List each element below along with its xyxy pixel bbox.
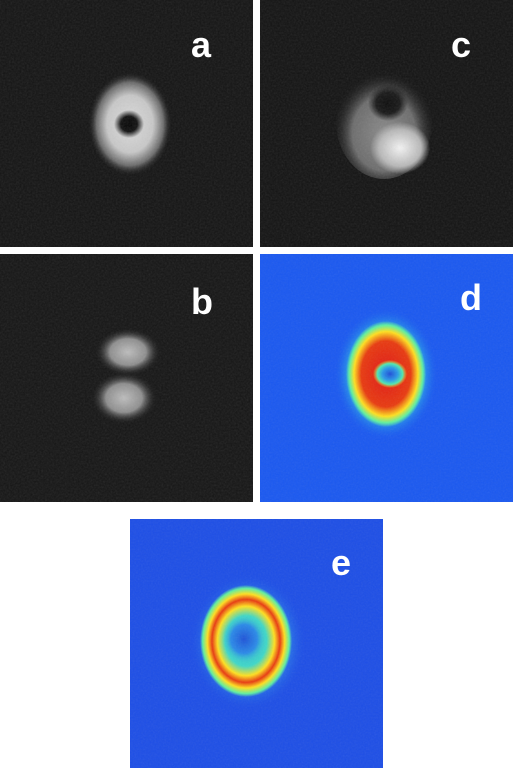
panel-a-label: a — [191, 24, 212, 65]
panel-b-image: b — [0, 254, 253, 502]
panel-c-label: c — [451, 24, 472, 65]
panel-d-label: d — [460, 277, 482, 318]
panel-c-image: c — [260, 0, 513, 247]
panel-e-label: e — [331, 542, 352, 583]
panel-e-false-color-ring — [130, 519, 383, 768]
panel-e-image: e — [130, 519, 383, 768]
panel-d-false-color-donut — [260, 254, 513, 502]
panel-d-image: d — [260, 254, 513, 502]
panel-b-two-lobe-beam — [0, 254, 253, 502]
panel-b-label: b — [191, 281, 213, 322]
panel-a-donut-beam — [0, 0, 253, 247]
panel-a-image: a — [0, 0, 253, 247]
panel-c-ring-beam — [260, 0, 513, 247]
